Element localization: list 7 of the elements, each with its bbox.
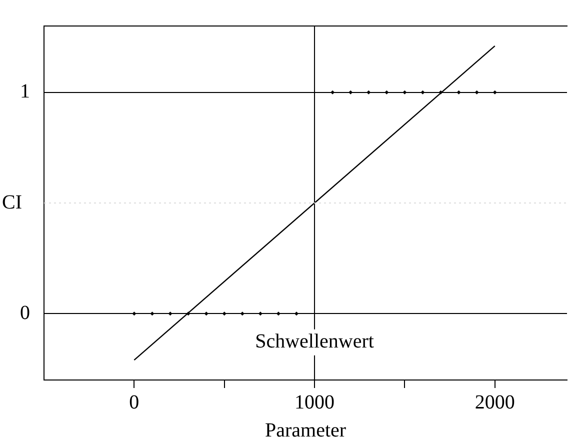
x-tick-label: 1000 [294,391,335,414]
y-tick-label: 1 [20,80,30,103]
x-axis-title: Parameter [264,419,346,442]
x-tick-label: 2000 [474,391,515,414]
x-tick-label: 0 [129,391,140,414]
ref-line-label: Schwellenwert [255,330,374,353]
y-axis-title: CI [2,191,22,214]
